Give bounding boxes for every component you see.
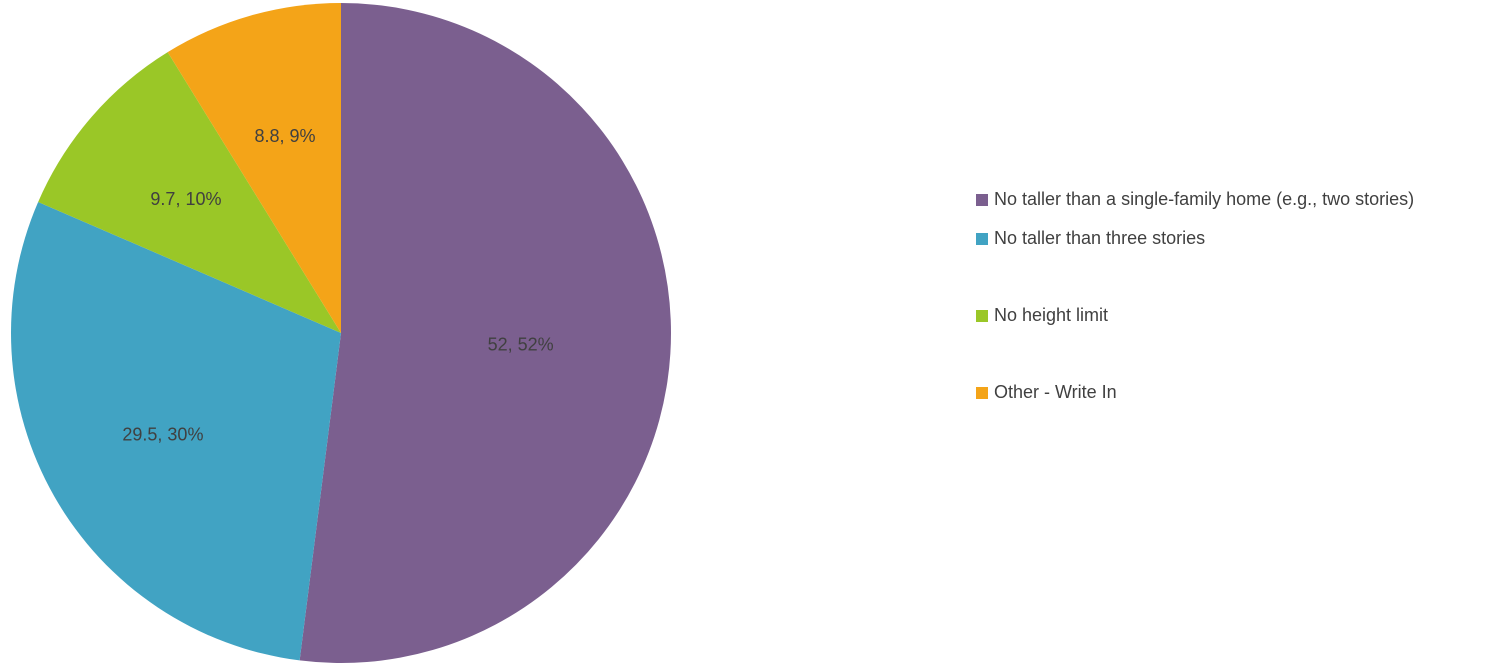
chart-legend: No taller than a single-family home (e.g… <box>976 186 1496 406</box>
pie-data-label-2: 9.7, 10% <box>150 189 221 209</box>
legend-swatch <box>976 233 988 245</box>
legend-item-single-family: No taller than a single-family home (e.g… <box>976 186 1496 213</box>
legend-label: No height limit <box>994 305 1109 325</box>
pie-data-label-0: 52, 52% <box>488 334 554 354</box>
legend-label: Other - Write In <box>994 382 1117 402</box>
legend-swatch <box>976 387 988 399</box>
pie-slices <box>10 3 671 663</box>
legend-item-no-height-limit: No height limit <box>976 302 1496 329</box>
pie-slice-3 <box>167 3 341 333</box>
pie-slice-2 <box>38 52 342 334</box>
pie-slice-1 <box>10 201 342 661</box>
legend-swatch <box>976 194 988 206</box>
pie-data-labels: 52, 52% 29.5, 30% 9.7, 10% 8.8, 9% <box>122 126 553 445</box>
legend-swatch <box>976 310 988 322</box>
pie-data-label-1: 29.5, 30% <box>122 425 203 445</box>
pie-slice-0 <box>299 3 671 663</box>
legend-item-other-write-in: Other - Write In <box>976 379 1496 406</box>
pie-data-label-3: 8.8, 9% <box>255 126 316 146</box>
legend-item-three-stories: No taller than three stories <box>976 225 1496 252</box>
legend-label: No taller than a single-family home (e.g… <box>994 189 1415 209</box>
legend-label: No taller than three stories <box>994 228 1206 248</box>
